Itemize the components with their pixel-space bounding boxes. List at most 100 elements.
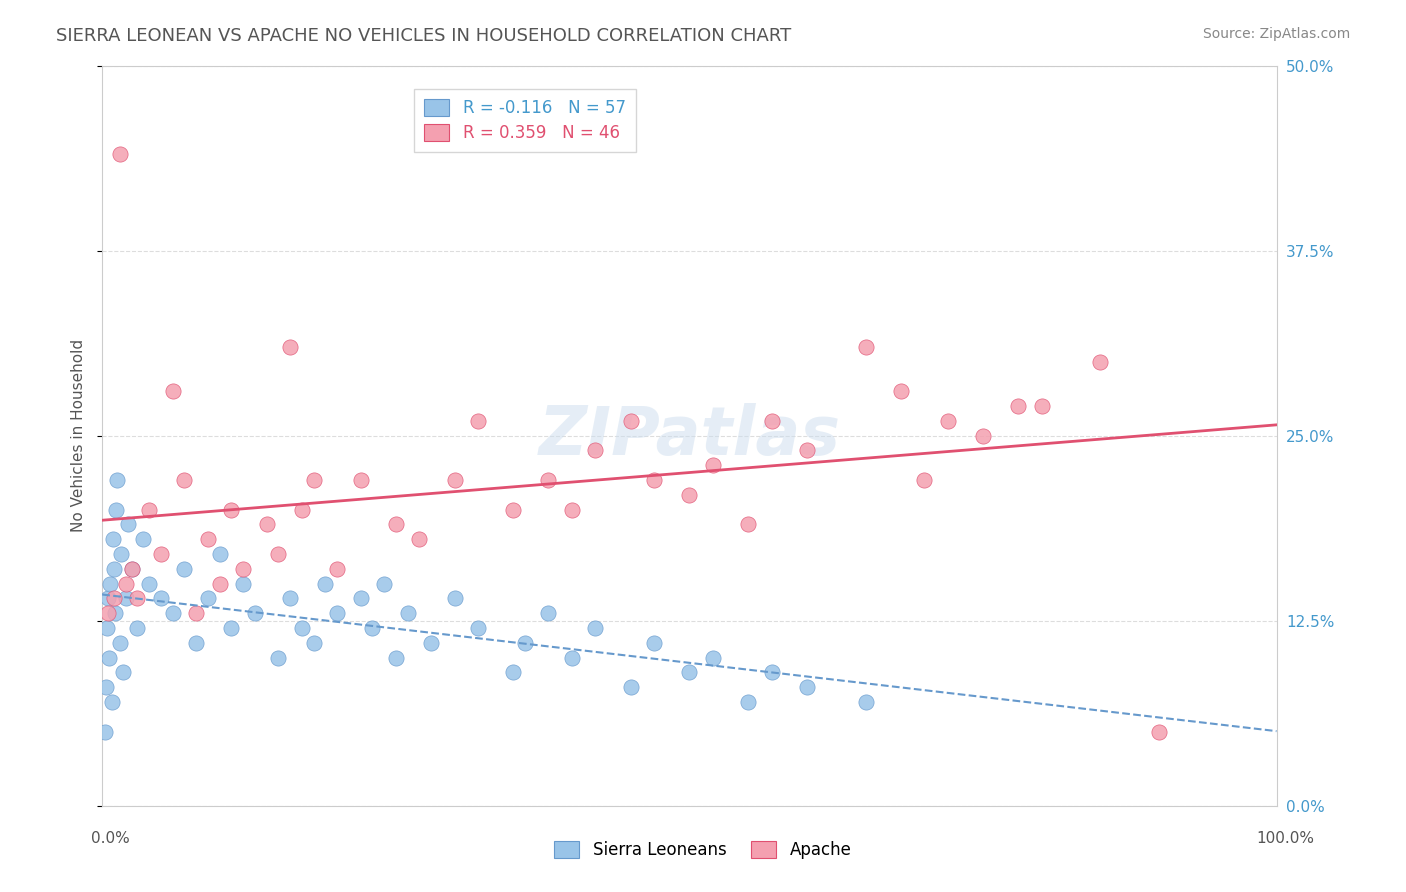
Point xyxy=(243,606,266,620)
Text: 0.0%: 0.0% xyxy=(91,831,131,846)
Point xyxy=(138,576,160,591)
Point xyxy=(107,473,129,487)
Point xyxy=(702,458,724,473)
Point xyxy=(678,488,700,502)
Point xyxy=(583,443,606,458)
Point xyxy=(302,636,325,650)
Point xyxy=(643,473,665,487)
Point xyxy=(127,621,149,635)
Point xyxy=(561,502,583,516)
Point xyxy=(302,473,325,487)
Point xyxy=(467,621,489,635)
Point xyxy=(385,650,408,665)
Point xyxy=(855,340,877,354)
Legend: R = -0.116   N = 57, R = 0.359   N = 46: R = -0.116 N = 57, R = 0.359 N = 46 xyxy=(415,88,636,152)
Point xyxy=(267,547,290,561)
Point xyxy=(112,665,135,680)
Point xyxy=(361,621,384,635)
Point xyxy=(232,576,254,591)
Text: 100.0%: 100.0% xyxy=(1257,831,1315,846)
Point xyxy=(561,650,583,665)
Point xyxy=(443,591,465,606)
Point xyxy=(502,665,524,680)
Point xyxy=(761,414,783,428)
Point xyxy=(314,576,336,591)
Point xyxy=(110,547,132,561)
Point xyxy=(186,636,208,650)
Point xyxy=(108,147,131,161)
Point xyxy=(162,606,184,620)
Point xyxy=(1007,399,1029,413)
Point xyxy=(138,502,160,516)
Point xyxy=(537,473,560,487)
Point xyxy=(114,576,136,591)
Point xyxy=(620,414,643,428)
Point xyxy=(796,680,818,694)
Point xyxy=(373,576,395,591)
Point xyxy=(108,636,131,650)
Point xyxy=(98,650,121,665)
Point xyxy=(114,591,136,606)
Point xyxy=(117,517,139,532)
Point xyxy=(94,680,117,694)
Y-axis label: No Vehicles in Household: No Vehicles in Household xyxy=(72,339,86,533)
Point xyxy=(396,606,419,620)
Point xyxy=(100,695,122,709)
Point xyxy=(291,621,314,635)
Text: ZIPatlas: ZIPatlas xyxy=(538,402,841,468)
Point xyxy=(737,517,759,532)
Point xyxy=(173,562,195,576)
Point xyxy=(96,621,118,635)
Point xyxy=(620,680,643,694)
Point xyxy=(256,517,278,532)
Point xyxy=(702,650,724,665)
Point xyxy=(467,414,489,428)
Point xyxy=(972,428,994,442)
Point xyxy=(127,591,149,606)
Point xyxy=(349,591,371,606)
Point xyxy=(912,473,935,487)
Text: SIERRA LEONEAN VS APACHE NO VEHICLES IN HOUSEHOLD CORRELATION CHART: SIERRA LEONEAN VS APACHE NO VEHICLES IN … xyxy=(56,27,792,45)
Point xyxy=(162,384,184,399)
Text: Source: ZipAtlas.com: Source: ZipAtlas.com xyxy=(1202,27,1350,41)
Point xyxy=(796,443,818,458)
Point xyxy=(1090,354,1112,368)
Point xyxy=(267,650,290,665)
Point xyxy=(326,606,349,620)
Point xyxy=(443,473,465,487)
Point xyxy=(643,636,665,650)
Point xyxy=(173,473,195,487)
Point xyxy=(537,606,560,620)
Point xyxy=(103,591,125,606)
Point xyxy=(1031,399,1053,413)
Point xyxy=(221,621,243,635)
Legend: Sierra Leoneans, Apache: Sierra Leoneans, Apache xyxy=(548,834,858,866)
Point xyxy=(408,532,430,546)
Point xyxy=(186,606,208,620)
Point xyxy=(149,591,172,606)
Point xyxy=(737,695,759,709)
Point xyxy=(208,547,231,561)
Point xyxy=(291,502,314,516)
Point xyxy=(326,562,349,576)
Point xyxy=(232,562,254,576)
Point xyxy=(1147,724,1170,739)
Point xyxy=(278,591,301,606)
Point xyxy=(890,384,912,399)
Point xyxy=(513,636,536,650)
Point xyxy=(936,414,959,428)
Point xyxy=(121,562,143,576)
Point xyxy=(97,606,120,620)
Point xyxy=(855,695,877,709)
Point xyxy=(221,502,243,516)
Point xyxy=(208,576,231,591)
Point xyxy=(761,665,783,680)
Point xyxy=(197,532,219,546)
Point xyxy=(93,724,115,739)
Point xyxy=(678,665,700,680)
Point xyxy=(349,473,371,487)
Point xyxy=(583,621,606,635)
Point xyxy=(101,532,124,546)
Point xyxy=(502,502,524,516)
Point xyxy=(105,502,128,516)
